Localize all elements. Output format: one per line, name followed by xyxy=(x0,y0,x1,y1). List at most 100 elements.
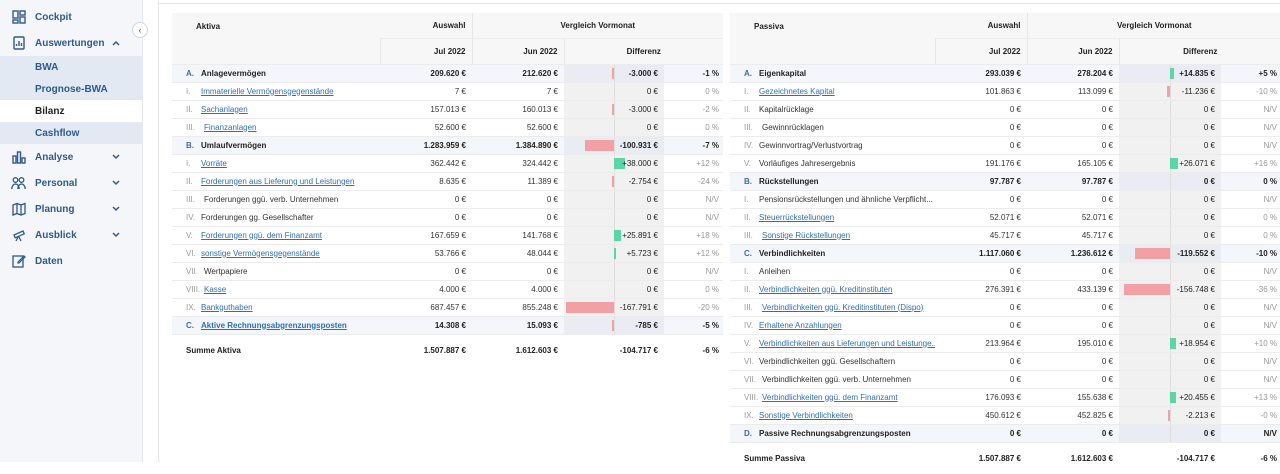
row-diff-bar-cell: 0 € xyxy=(1119,352,1221,371)
sidebar-subitem-prognose-bwa[interactable]: Prognose-BWA xyxy=(0,78,142,100)
table-row[interactable]: IV. Erhaltene Anzahlungen 0 €0 €0 € N/V xyxy=(730,316,1280,335)
row-diff-bar-cell: +20.455 € xyxy=(1119,388,1221,407)
sidebar-collapse-button[interactable]: ‹ xyxy=(132,22,148,38)
table-row[interactable]: III. Sonstige Rückstellungen 45.717 €45.71… xyxy=(730,226,1280,245)
chevron-up-icon[interactable] xyxy=(112,39,120,48)
row-diff-value: 0 € xyxy=(1203,428,1215,438)
table-row[interactable]: VI. sonstige Vermögensgegenstände 53.766 €… xyxy=(172,244,723,263)
row-label-link[interactable]: Vorräte xyxy=(201,158,227,168)
table-row: III. Forderungen ggü. verb. Unternehmen 0 … xyxy=(172,190,723,209)
row-jul-value: 0 € xyxy=(935,370,1027,389)
table-row[interactable]: III. Verbindlichkeiten ggü. Kreditinstitu… xyxy=(730,298,1280,317)
sidebar-subitem-bilanz[interactable]: Bilanz xyxy=(0,100,142,122)
row-index: VIII. xyxy=(744,392,759,402)
row-jun-value: 0 € xyxy=(1027,100,1119,119)
row-label-link[interactable]: Sonstige Verbindlichkeiten xyxy=(759,410,853,420)
row-diff-percent: N/V xyxy=(1221,424,1280,443)
row-label-link[interactable]: Kasse xyxy=(204,284,227,294)
row-index: IX. xyxy=(186,302,196,312)
row-diff-bar-cell: +5.723 € xyxy=(564,244,664,263)
row-label-link[interactable]: Sonstige Rückstellungen xyxy=(762,230,851,240)
row-label-link[interactable]: Verbindlichkeiten ggü. dem Finanzamt xyxy=(762,392,898,402)
table-row[interactable]: VIII. Verbindlichkeiten ggü. dem Finanzam… xyxy=(730,388,1280,407)
row-label-link[interactable]: Bankguthaben xyxy=(201,302,253,312)
table-row[interactable]: II. Verbindlichkeiten ggü. Kreditinstitut… xyxy=(730,280,1280,299)
row-label-link[interactable]: Verbindlichkeiten ggü. Kreditinstituten xyxy=(759,284,893,294)
table-row: D. Passive Rechnungsabgrenzungsposten 0 €0… xyxy=(730,424,1280,443)
row-label-link[interactable]: Steuerrückstellungen xyxy=(759,212,835,222)
diff-bar-axis xyxy=(614,280,615,297)
table-row[interactable]: IX. Sonstige Verbindlichkeiten 450.612 €45… xyxy=(730,406,1280,425)
table-row[interactable]: VIII. Kasse 4.000 €4.000 €0 €0 % xyxy=(172,280,723,299)
row-jul-value: 1.117.060 € xyxy=(935,244,1027,263)
row-jul-value: 7 € xyxy=(380,82,472,101)
row-label: Kapitalrücklage xyxy=(759,104,814,114)
telescope-icon xyxy=(11,228,26,243)
row-label-link[interactable]: Gezeichnetes Kapital xyxy=(759,86,835,96)
row-label-cell: I. Vorräte xyxy=(172,154,380,173)
diff-bar-positive xyxy=(614,157,625,169)
row-label-link[interactable]: Verbindlichkeiten ggü. Kreditinstituten … xyxy=(762,302,924,312)
table-row[interactable]: II. Forderungen aus Lieferung und Leistun… xyxy=(172,172,723,191)
sidebar-item-ausblick[interactable]: Ausblick xyxy=(0,222,142,248)
table-row[interactable]: V. Forderungen ggü. dem Finanzamt 167.659 … xyxy=(172,226,723,245)
row-jul-value: 1.283.959 € xyxy=(380,136,472,155)
sidebar-item-personal[interactable]: Personal xyxy=(0,170,142,196)
row-jun-value: 7 € xyxy=(472,82,564,101)
row-index: III. xyxy=(186,122,195,132)
sidebar-subitem-cashflow[interactable]: Cashflow xyxy=(0,122,142,144)
sidebar-item-daten[interactable]: Daten xyxy=(0,248,142,274)
aktiva-auswahl-header: Auswahl xyxy=(380,13,472,39)
row-label: Passive Rechnungsabgrenzungsposten xyxy=(759,428,911,438)
sum-jun-value: 1.612.603 € xyxy=(515,345,558,355)
row-jun-value: 855.248 € xyxy=(472,298,564,317)
row-diff-percent: -7 % xyxy=(664,136,723,155)
row-diff-percent: N/V xyxy=(664,190,723,209)
row-label-link[interactable]: Forderungen aus Lieferung und Leistungen xyxy=(201,176,355,186)
row-jul-value: 45.717 € xyxy=(935,226,1027,245)
row-jun-value: 52.600 € xyxy=(472,118,564,137)
table-row[interactable]: IX. Bankguthaben 687.457 €855.248 € -167.79… xyxy=(172,298,723,317)
row-label-link[interactable]: Verbindlichkeiten aus Lieferungen und Le… xyxy=(759,338,935,348)
row-label-link[interactable]: sonstige Vermögensgegenstände xyxy=(201,248,320,258)
row-label-cell: V. Forderungen ggü. dem Finanzamt xyxy=(172,226,380,245)
table-row[interactable]: I. Immaterielle Vermögensgegenstände 7 €7 … xyxy=(172,82,723,101)
passiva-auswahl-header: Auswahl xyxy=(935,13,1027,39)
row-index: II. xyxy=(744,284,751,294)
row-jul-value: 101.863 € xyxy=(935,82,1027,101)
diff-bar-axis xyxy=(1170,370,1171,387)
row-label-cell: II. Forderungen aus Lieferung und Leistun… xyxy=(172,172,380,191)
chevron-down-icon[interactable] xyxy=(112,205,120,214)
row-diff-value: 0 € xyxy=(646,212,658,222)
chevron-down-icon[interactable] xyxy=(112,179,120,188)
sidebar-subitem-bwa[interactable]: BWA xyxy=(0,56,142,78)
sidebar-item-auswertungen[interactable]: Auswertungen xyxy=(0,30,142,56)
sidebar-item-cockpit[interactable]: Cockpit xyxy=(0,4,142,30)
row-diff-bar-cell: 0 € xyxy=(564,82,664,101)
diff-bar-negative xyxy=(565,301,614,313)
sidebar: Cockpit Auswertungen BWA Prognose-BWA Bilanz… xyxy=(0,0,143,462)
row-label-link[interactable]: Aktive Rechnungsabgrenzungsposten xyxy=(201,320,347,330)
table-row[interactable]: II. Sachanlagen 157.013 €160.013 € -3.000 €… xyxy=(172,100,723,119)
table-row[interactable]: I. Vorräte 362.442 €324.442 € +38.000 € +12 … xyxy=(172,154,723,173)
sidebar-item-analyse[interactable]: Analyse xyxy=(0,144,142,170)
chevron-down-icon[interactable] xyxy=(112,231,120,240)
row-label-link[interactable]: Finanzanlagen xyxy=(204,122,257,132)
row-label-link[interactable]: Sachanlagen xyxy=(201,104,248,114)
table-row[interactable]: II. Steuerrückstellungen 52.071 €52.071 € 0… xyxy=(730,208,1280,227)
row-label-link[interactable]: Immaterielle Vermögensgegenstände xyxy=(201,86,334,96)
sidebar-item-planung[interactable]: Planung xyxy=(0,196,142,222)
row-label-link[interactable]: Forderungen ggü. dem Finanzamt xyxy=(201,230,322,240)
row-label-link[interactable]: Erhaltene Anzahlungen xyxy=(759,320,842,330)
row-diff-percent: N/V xyxy=(1221,136,1280,155)
table-row[interactable]: III. Finanzanlagen 52.600 €52.600 € 0 € 0 % xyxy=(172,118,723,137)
diff-bar-negative xyxy=(612,67,614,79)
table-row[interactable]: C. Aktive Rechnungsabgrenzungsposten 14.30… xyxy=(172,316,723,335)
row-label: Anleihen xyxy=(759,266,791,276)
table-row[interactable]: V. Verbindlichkeiten aus Lieferungen und … xyxy=(730,334,1280,353)
table-row[interactable]: I. Gezeichnetes Kapital 101.863 €113.099 €… xyxy=(730,82,1280,101)
row-diff-value: -2.213 € xyxy=(1185,410,1215,420)
diff-bar-axis xyxy=(614,262,615,279)
row-diff-value: +14.835 € xyxy=(1179,68,1215,78)
chevron-down-icon[interactable] xyxy=(112,153,120,162)
